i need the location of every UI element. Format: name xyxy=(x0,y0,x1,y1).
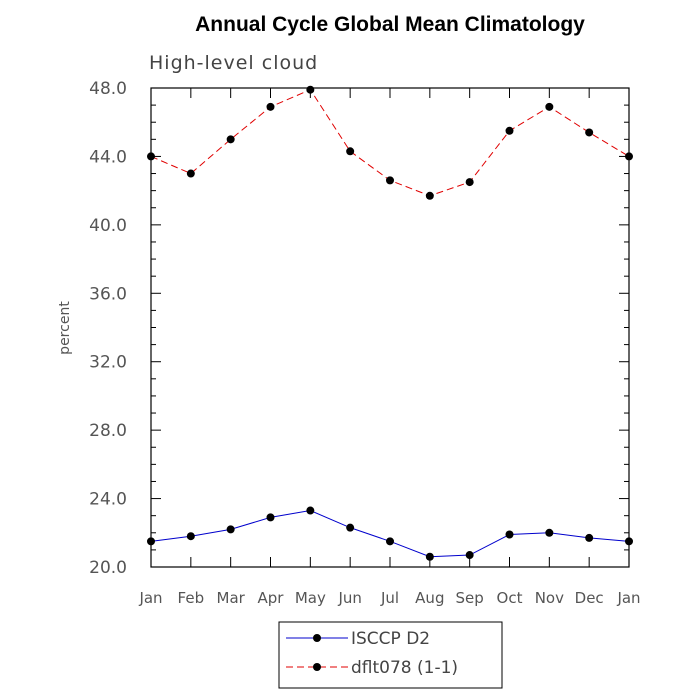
y-tick-label: 20.0 xyxy=(89,558,127,578)
legend-label-isccp: ISCCP D2 xyxy=(351,629,430,649)
data-point-isccp xyxy=(585,533,594,542)
data-point-isccp xyxy=(386,537,394,546)
legend-marker-dflt078 xyxy=(313,663,321,671)
y-tick-label: 24.0 xyxy=(89,490,127,510)
data-point-dflt078 xyxy=(505,126,514,135)
axis-ticks xyxy=(150,87,630,568)
x-tick-label: Jul xyxy=(380,589,399,607)
legend-label-dflt078: dflt078 (1-1) xyxy=(351,658,458,678)
x-tick-label: Mar xyxy=(217,589,246,607)
x-tick-labels: Jan Feb Mar Apr May Jun Jul Aug Sep Oct Nov Dec Jan xyxy=(138,589,640,607)
data-point-isccp xyxy=(625,537,633,546)
x-tick-label: Oct xyxy=(497,589,523,607)
chart-title: Annual Cycle Global Mean Climatology xyxy=(195,13,585,36)
y-tick-label: 48.0 xyxy=(89,79,127,99)
data-point-isccp xyxy=(545,528,554,537)
data-point-dflt078 xyxy=(186,169,195,178)
data-point-isccp xyxy=(346,523,355,532)
y-tick-label: 32.0 xyxy=(89,353,127,373)
data-point-dflt078 xyxy=(306,85,315,94)
x-tick-label: May xyxy=(295,589,326,607)
y-axis-label: percent xyxy=(57,301,73,355)
x-tick-label: Jan xyxy=(138,589,162,607)
series-line-isccp xyxy=(150,510,630,558)
chart-subtitle: High-level cloud xyxy=(149,52,318,74)
data-point-isccp xyxy=(266,513,275,522)
x-tick-label: Nov xyxy=(535,589,564,607)
x-tick-label: Apr xyxy=(258,589,285,607)
data-point-dflt078 xyxy=(545,102,554,111)
data-point-dflt078 xyxy=(425,191,434,200)
data-point-dflt078 xyxy=(226,135,235,144)
legend-box xyxy=(278,621,503,689)
x-tick-label: Jun xyxy=(337,589,361,607)
y-tick-labels: 20.0 24.0 28.0 32.0 36.0 40.0 44.0 48.0 xyxy=(89,79,127,578)
data-point-isccp xyxy=(147,537,155,546)
data-point-isccp xyxy=(186,532,195,541)
x-tick-label: Feb xyxy=(178,589,205,607)
series-layer xyxy=(147,85,633,561)
data-point-dflt078 xyxy=(585,128,594,137)
data-point-dflt078 xyxy=(386,176,394,185)
data-point-isccp xyxy=(306,506,315,515)
legend-marker-isccp xyxy=(313,634,321,642)
y-tick-label: 28.0 xyxy=(89,421,127,441)
data-point-isccp xyxy=(505,530,514,539)
data-point-isccp xyxy=(226,525,235,534)
x-tick-label: Jan xyxy=(616,589,640,607)
data-point-dflt078 xyxy=(147,152,155,161)
legend: ISCCP D2 dflt078 (1-1) xyxy=(278,621,503,689)
data-point-dflt078 xyxy=(625,152,633,161)
data-point-dflt078 xyxy=(266,102,275,111)
data-point-dflt078 xyxy=(465,178,474,187)
x-tick-label: Aug xyxy=(415,589,444,607)
y-tick-label: 40.0 xyxy=(89,216,127,236)
y-tick-label: 44.0 xyxy=(89,147,127,167)
data-point-isccp xyxy=(465,551,474,560)
x-tick-label: Sep xyxy=(456,589,484,607)
plot-frame xyxy=(150,87,630,568)
data-point-isccp xyxy=(425,552,434,561)
y-tick-label: 36.0 xyxy=(89,284,127,304)
data-point-dflt078 xyxy=(346,147,355,156)
x-tick-label: Dec xyxy=(575,589,604,607)
